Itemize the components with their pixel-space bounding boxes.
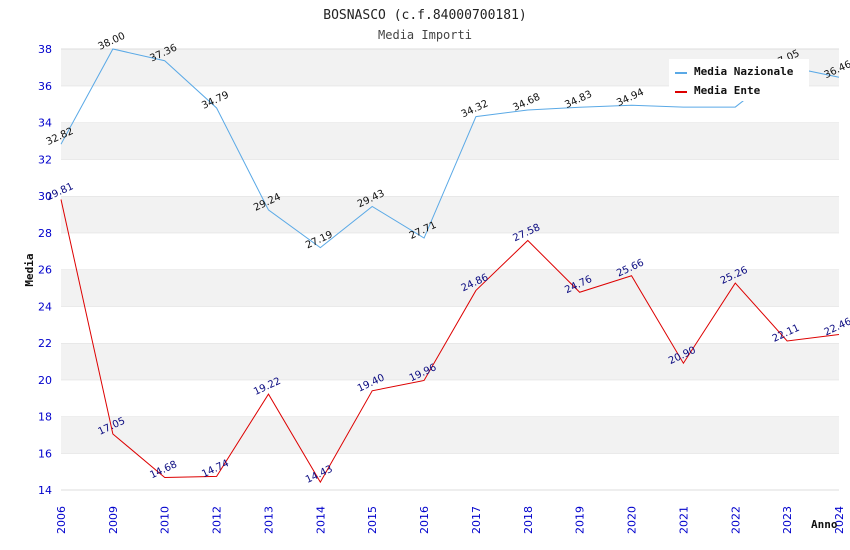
- grid-band: [61, 379, 839, 417]
- x-tick-label: 2006: [55, 506, 68, 534]
- chart-subtitle: Media Importi: [378, 28, 472, 42]
- legend-label-nazionale: Media Nazionale: [694, 65, 794, 78]
- x-tick-label: 2024: [833, 506, 846, 534]
- y-tick-label: 34: [38, 117, 52, 130]
- x-tick-label: 2018: [522, 506, 535, 534]
- grid-band: [61, 343, 839, 380]
- grid-band: [61, 453, 839, 490]
- x-tick-label: 2017: [470, 506, 483, 534]
- grid-band: [61, 269, 839, 307]
- legend: Media Nazionale Media Ente: [669, 59, 809, 101]
- chart-title: BOSNASCO (c.f.84000700181): [323, 8, 527, 23]
- x-tick-label: 2010: [159, 506, 172, 534]
- y-tick-label: 22: [38, 337, 52, 350]
- x-tick-label: 2022: [729, 506, 742, 534]
- x-tick-label: 2014: [314, 506, 327, 534]
- y-tick-label: 14: [38, 484, 52, 497]
- x-tick-label: 2019: [574, 506, 587, 534]
- series-lines: [60, 48, 840, 484]
- x-tick-label: 2023: [781, 506, 794, 534]
- x-tick-label: 2013: [262, 506, 275, 534]
- series-line-nazionale: [60, 48, 840, 249]
- x-axis-ticks: 2006 2009 2010 2012 2013 2014 2015 2016 2017 2018…: [55, 506, 846, 534]
- grid-band: [61, 196, 839, 233]
- y-tick-label: 38: [38, 43, 52, 56]
- y-tick-label: 20: [38, 374, 52, 387]
- x-tick-label: 2020: [626, 506, 639, 534]
- y-tick-label: 26: [38, 264, 52, 277]
- x-tick-label: 2015: [366, 506, 379, 534]
- y-tick-label: 30: [38, 190, 52, 203]
- grid-band: [61, 122, 839, 160]
- legend-label-ente: Media Ente: [694, 84, 761, 97]
- grid-band: [61, 416, 839, 454]
- x-tick-label: 2021: [677, 506, 690, 534]
- x-tick-label: 2012: [211, 506, 224, 534]
- y-tick-label: 28: [38, 227, 52, 240]
- grid-band: [61, 232, 839, 270]
- grid-band: [61, 306, 839, 343]
- grid-bands: [61, 48, 839, 491]
- x-axis-label: Anno: [811, 518, 838, 531]
- y-tick-label: 32: [38, 153, 52, 166]
- y-tick-label: 16: [38, 447, 52, 460]
- y-tick-label: 18: [38, 411, 52, 424]
- x-tick-label: 2016: [418, 506, 431, 534]
- y-tick-label: 36: [38, 80, 52, 93]
- y-axis-ticks: 14 16 18 20 22 24 26 28 30 32 34 36 38: [38, 43, 52, 497]
- x-tick-label: 2009: [107, 506, 120, 534]
- series-line-ente: [60, 199, 840, 484]
- y-tick-label: 24: [38, 300, 52, 313]
- legend-box: [669, 59, 809, 101]
- y-axis-label: Media: [23, 253, 36, 286]
